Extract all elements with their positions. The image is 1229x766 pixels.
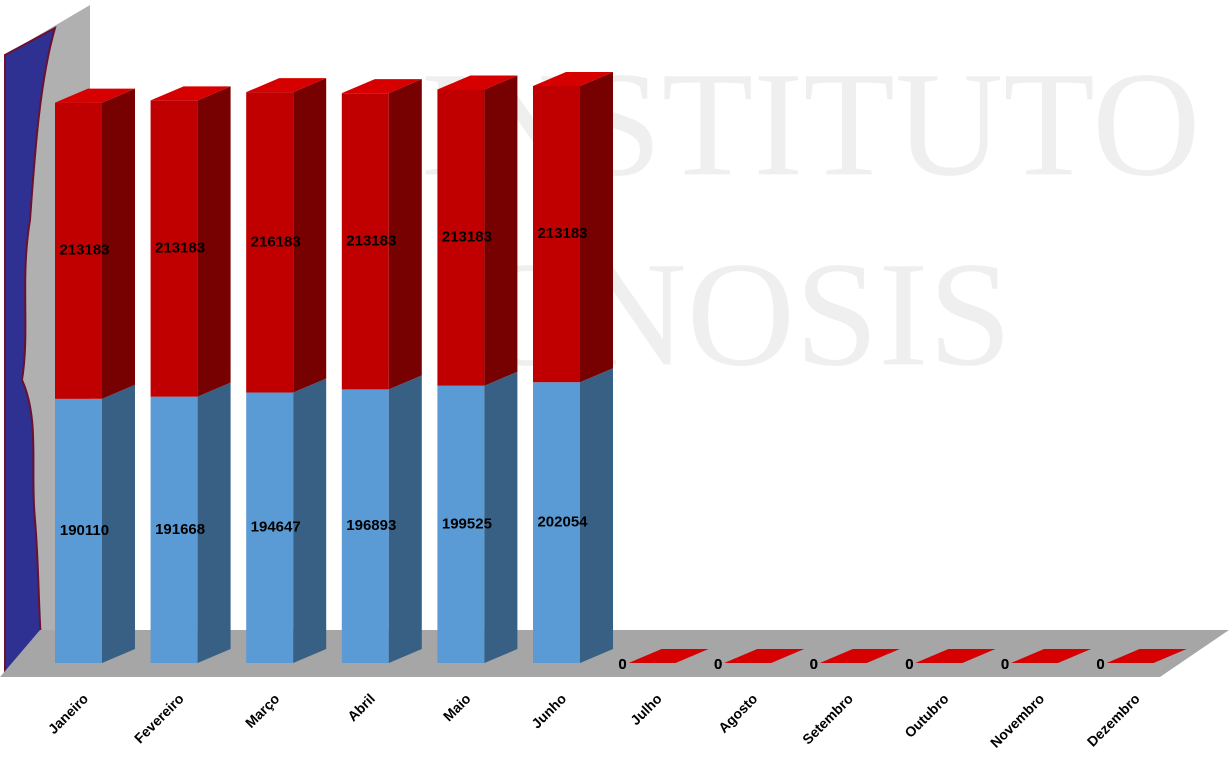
data-label: 194647 [251,519,301,536]
x-tick-label: Dezembro [1084,690,1143,749]
x-tick-label: Julho [627,690,665,728]
x-tick-label: Setembro [799,690,856,747]
data-label: 213183 [537,225,587,242]
data-label: 0 [1001,656,1009,673]
x-tick-label: Março [242,690,282,730]
data-label: 213183 [442,229,492,246]
data-label: 0 [905,656,913,673]
x-tick-label: Janeiro [45,690,92,737]
x-tick-label: Agosto [715,690,760,735]
data-label: 0 [618,656,626,673]
page: {"chart_data": {"type": "bar", "stacked"… [0,0,1229,766]
data-label: 213183 [59,242,109,259]
data-label: 0 [714,656,722,673]
data-label: 191668 [155,521,205,538]
data-label: 202054 [537,514,588,531]
data-label: 0 [810,656,818,673]
data-label: 216183 [251,233,301,250]
x-tick-label: Novembro [987,690,1047,750]
x-tick-label: Junho [528,690,569,731]
data-label: 199525 [442,515,492,532]
x-tick-label: Maio [440,690,474,724]
data-label: 213183 [346,232,396,249]
x-tick-label: Abril [344,690,378,724]
data-label: 0 [1096,656,1104,673]
x-tick-label: Fevereiro [131,690,187,746]
chart: INSTITUTO GNOSIS 190110213183Janeiro1916… [0,0,1229,766]
data-label: 196893 [346,517,396,534]
data-label: 213183 [155,240,205,257]
x-tick-label: Outubro [901,690,951,740]
data-label: 190110 [60,522,109,539]
